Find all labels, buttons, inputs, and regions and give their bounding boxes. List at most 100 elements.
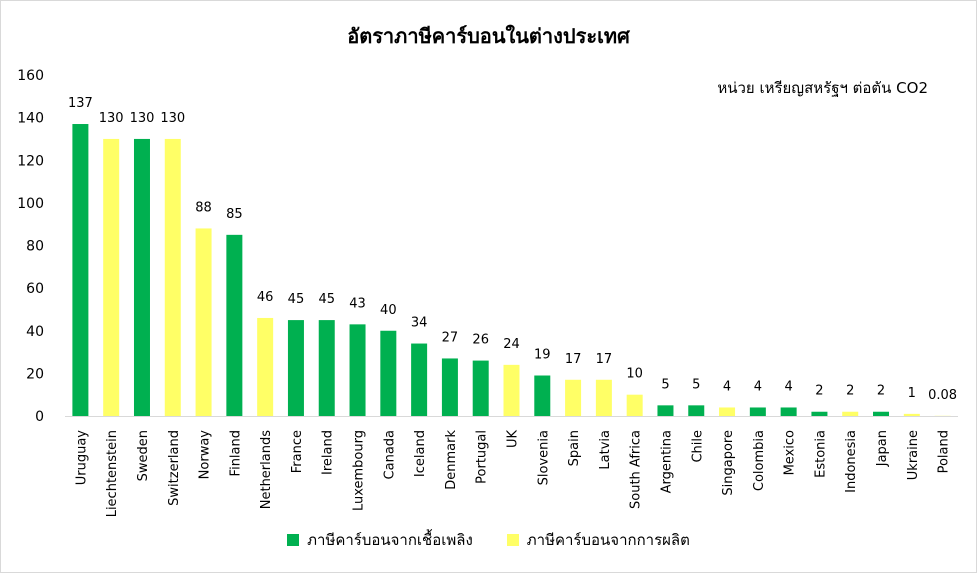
category-label: Denmark <box>444 430 459 490</box>
bar-netherlands <box>257 317 274 416</box>
bar-chile <box>688 405 705 416</box>
data-label: 2 <box>877 384 885 399</box>
category-label: Finland <box>228 430 243 476</box>
category-label: Chile <box>690 430 705 463</box>
data-label: 17 <box>565 352 582 367</box>
data-label: 17 <box>596 352 613 367</box>
legend-item-fuel: ภาษีคาร์บอนจากเชื้อเพลิง <box>287 528 473 552</box>
category-label: Singapore <box>721 430 736 496</box>
y-tick-label: 120 <box>17 153 44 169</box>
data-label: 5 <box>661 377 669 392</box>
bar-uk <box>503 364 520 416</box>
data-label: 24 <box>503 337 520 352</box>
bar-estonia <box>811 411 828 416</box>
data-label: 130 <box>160 111 185 126</box>
data-label: 45 <box>318 292 335 307</box>
legend-label-production: ภาษีคาร์บอนจากการผลิต <box>526 531 690 549</box>
category-label: Spain <box>567 430 582 466</box>
data-label: 130 <box>130 111 155 126</box>
data-label: 85 <box>226 207 243 222</box>
y-tick-label: 40 <box>26 324 44 340</box>
category-label: Iceland <box>413 430 428 477</box>
data-label: 130 <box>99 111 124 126</box>
bar-ukraine <box>903 413 920 416</box>
category-label: Ireland <box>321 430 336 475</box>
bar-luxembourg <box>349 324 366 416</box>
bar-slovenia <box>534 375 551 416</box>
category-label: Portugal <box>475 430 490 484</box>
data-label: 19 <box>534 348 551 363</box>
category-label: Uruguay <box>74 430 89 486</box>
data-label: 10 <box>626 367 643 382</box>
bar-denmark <box>441 358 458 416</box>
category-label: Norway <box>198 430 213 480</box>
data-label: 88 <box>195 200 212 215</box>
y-tick-label: 0 <box>35 409 44 425</box>
category-label: Canada <box>382 430 397 479</box>
bar-argentina <box>657 405 674 416</box>
data-label: 137 <box>68 96 93 111</box>
data-label: 1 <box>908 386 916 401</box>
bar-ireland <box>318 320 335 416</box>
bar-spain <box>565 379 582 416</box>
bar-south-africa <box>626 394 643 416</box>
bar-japan <box>873 411 890 416</box>
bar-iceland <box>411 343 428 416</box>
data-label: 46 <box>257 290 274 305</box>
data-label: 40 <box>380 303 397 318</box>
bar-norway <box>195 228 212 416</box>
data-label: 27 <box>442 330 459 345</box>
data-label: 26 <box>472 333 489 348</box>
y-tick-label: 160 <box>17 68 44 84</box>
data-label: 5 <box>692 377 700 392</box>
y-tick-label: 140 <box>17 111 44 127</box>
legend-swatch-production <box>506 534 519 546</box>
category-label: Switzerland <box>167 430 182 506</box>
bar-colombia <box>749 407 766 416</box>
bar-france <box>287 320 304 416</box>
bar-mexico <box>780 407 797 416</box>
data-label: 0.08 <box>928 388 957 403</box>
category-label: South Africa <box>629 430 644 509</box>
y-tick-label: 80 <box>26 239 44 255</box>
legend-label-fuel: ภาษีคาร์บอนจากเชื้อเพลิง <box>307 531 473 549</box>
legend-item-production: ภาษีคาร์บอนจากการผลิต <box>506 528 690 552</box>
bar-uruguay <box>72 124 89 417</box>
bar-switzerland <box>164 138 181 416</box>
bar-liechtenstein <box>103 138 120 416</box>
unit-note: หน่วย เหรียญสหรัฐฯ ต่อตัน CO2 <box>717 79 928 97</box>
y-tick-label: 100 <box>17 196 44 212</box>
y-tick-label: 20 <box>26 366 44 382</box>
data-label: 4 <box>784 379 792 394</box>
category-label: Sweden <box>136 430 151 481</box>
category-label: Estonia <box>813 430 828 478</box>
data-label: 45 <box>288 292 305 307</box>
category-label: Poland <box>937 430 952 473</box>
data-label: 2 <box>815 384 823 399</box>
category-label: UK <box>506 430 521 449</box>
data-label: 43 <box>349 296 366 311</box>
chart-title: อัตราภาษีคาร์บอนในต่างประเทศ <box>347 24 630 48</box>
category-label: Luxembourg <box>352 430 367 511</box>
bar-portugal <box>472 360 489 416</box>
category-label: Argentina <box>659 430 674 493</box>
bar-singapore <box>719 407 736 416</box>
data-label: 4 <box>723 379 731 394</box>
bar-canada <box>380 330 397 416</box>
y-tick-label: 60 <box>26 281 44 297</box>
category-label: France <box>290 430 305 473</box>
category-label: Latvia <box>598 430 613 470</box>
category-label: Colombia <box>752 430 767 491</box>
category-label: Slovenia <box>536 430 551 485</box>
category-label: Ukraine <box>906 430 921 480</box>
bar-latvia <box>595 379 612 416</box>
bar-finland <box>226 234 243 416</box>
chart-legend: ภาษีคาร์บอนจากเชื้อเพลิง ภาษีคาร์บอนจากก… <box>0 528 977 552</box>
legend-swatch-fuel <box>287 534 300 546</box>
category-label: Liechtenstein <box>105 430 120 517</box>
category-label: Japan <box>875 430 890 467</box>
data-label: 34 <box>411 316 428 331</box>
data-label: 4 <box>754 379 762 394</box>
category-label: Indonesia <box>844 430 859 493</box>
